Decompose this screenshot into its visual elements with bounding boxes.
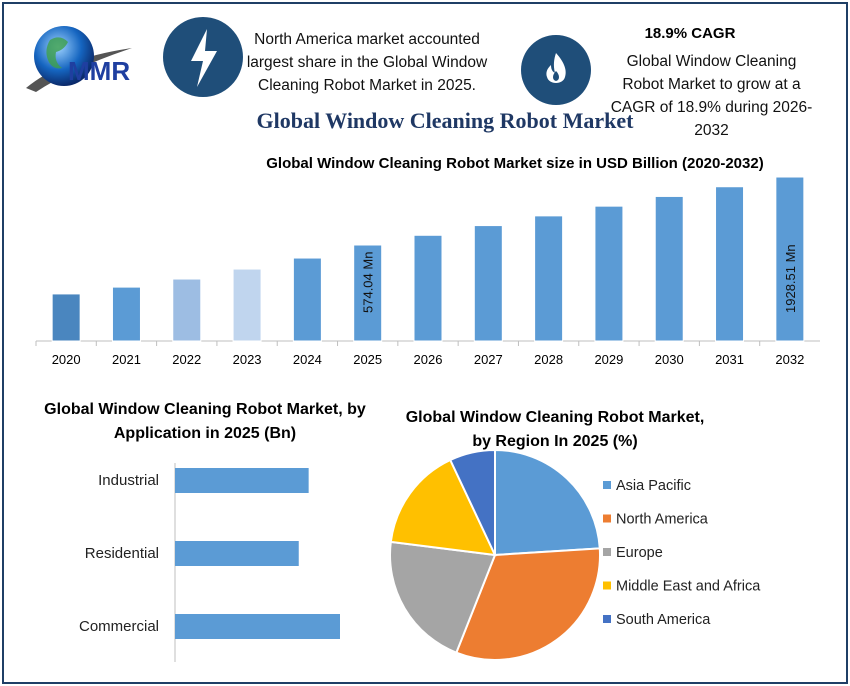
x-tick-label: 2031 [715, 352, 744, 367]
legend-swatch [603, 581, 611, 590]
logo-text: MMR [68, 56, 130, 86]
bar-2031 [715, 186, 745, 342]
pie-slice-asia-pacific [494, 448, 601, 557]
x-tick-label: 2028 [534, 352, 563, 367]
region-chart-title: Global Window Cleaning Robot Market, by … [405, 409, 705, 450]
bar-2032 [775, 176, 805, 342]
market-size-bar-chart: 2020 2021 2022 2023 2024 2025 574.04 Mn 2026 202… [35, 176, 820, 367]
bar-2024 [292, 257, 322, 342]
data-label-2032: 1928.51 Mn [783, 244, 798, 313]
x-tick-label: 2032 [775, 352, 804, 367]
legend-swatch [603, 481, 611, 489]
x-tick-label: 2029 [594, 352, 623, 367]
main-title: Global Window Cleaning Robot Market [256, 108, 634, 133]
pie-slice-north-america [455, 547, 601, 661]
mmr-logo: MMR [26, 26, 132, 92]
bar-2023 [232, 268, 262, 342]
bar-2020 [51, 293, 81, 342]
category-label: Residential [85, 545, 159, 562]
bar-2029 [594, 205, 624, 342]
x-tick-label: 2022 [172, 352, 201, 367]
bar-2025 [353, 244, 383, 342]
bar-2030 [654, 195, 684, 342]
legend-swatch [603, 514, 611, 523]
bar-2026 [413, 234, 443, 342]
legend-label: Europe [616, 545, 663, 561]
lightning-icon [163, 17, 243, 97]
legend-label: North America [616, 512, 709, 528]
x-tick-label: 2023 [233, 352, 262, 367]
bar-industrial [175, 468, 309, 493]
bar-2021 [111, 286, 141, 342]
application-bar-chart: Industrial Residential Commercial [79, 463, 340, 662]
x-tick-label: 2021 [112, 352, 141, 367]
x-tick-label: 2024 [293, 352, 322, 367]
legend-swatch [603, 615, 611, 623]
legend-label: Middle East and Africa [616, 579, 761, 595]
bar-2028 [534, 215, 564, 342]
data-label-2025: 574.04 Mn [361, 252, 376, 313]
x-tick-label: 2020 [52, 352, 81, 367]
highlight-cagr: Global Window Cleaning Robot Market to g… [610, 53, 813, 139]
legend-swatch [603, 548, 611, 556]
bar-residential [175, 541, 299, 566]
market-size-chart-title: Global Window Cleaning Robot Market size… [266, 155, 764, 172]
application-chart-title: Global Window Cleaning Robot Market, by … [44, 401, 366, 442]
x-tick-label: 2026 [414, 352, 443, 367]
x-tick-label: 2025 [353, 352, 382, 367]
legend-label: South America [616, 612, 711, 628]
highlight-north-america: North America market accounted largest s… [246, 31, 488, 94]
bar-2027 [473, 225, 503, 342]
region-pie-chart: Asia Pacific North America Europe Middle Ea… [389, 448, 761, 661]
category-label: Industrial [98, 472, 159, 489]
bar-2022 [172, 278, 202, 342]
flame-icon [521, 35, 591, 105]
pie-slice-middle-east-and-africa [389, 458, 497, 557]
bar-commercial [175, 614, 340, 639]
x-tick-label: 2030 [655, 352, 684, 367]
pie-slice-europe [389, 540, 497, 654]
legend-label: Asia Pacific [616, 478, 691, 494]
pie-slice-south-america [448, 448, 496, 556]
x-tick-label: 2027 [474, 352, 503, 367]
cagr-title: 18.9% CAGR [644, 25, 736, 42]
category-label: Commercial [79, 618, 159, 635]
